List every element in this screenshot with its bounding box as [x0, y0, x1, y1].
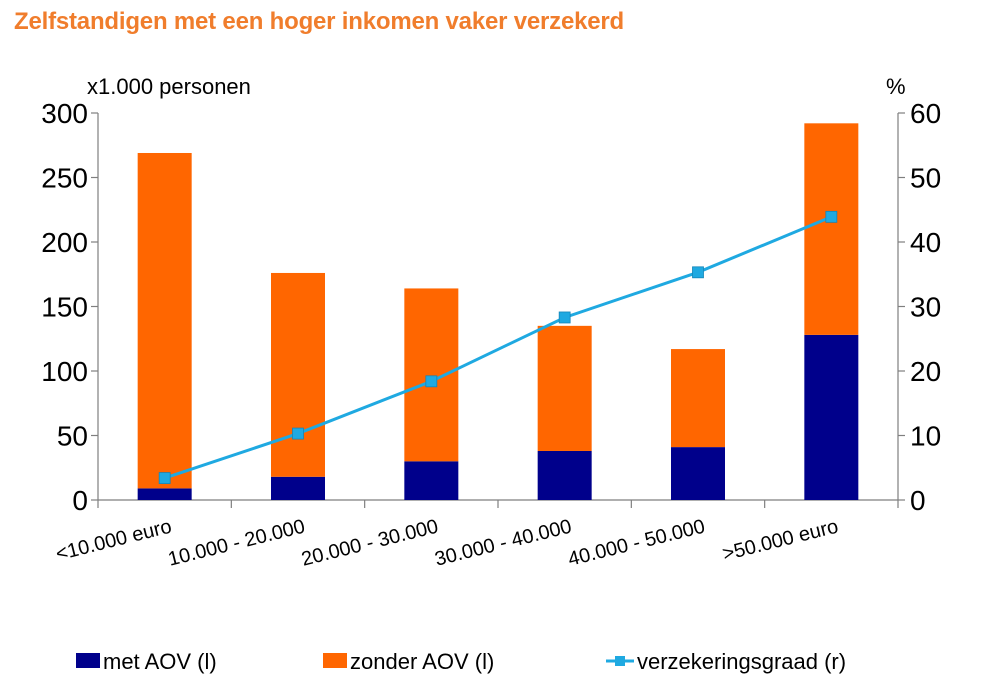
x-tick-label: 10.000 - 20.000	[166, 516, 307, 571]
left-tick-label: 150	[41, 292, 88, 323]
bar-segment	[537, 450, 592, 500]
right-tick-label: 0	[910, 485, 926, 516]
legend-marker	[615, 656, 625, 666]
line-point	[158, 472, 171, 484]
bar-segment	[671, 349, 725, 448]
left-tick-label: 200	[41, 227, 88, 258]
bar-segment	[404, 288, 459, 462]
legend-swatch	[323, 653, 347, 668]
x-tick-label: 20.000 - 30.000	[299, 516, 440, 571]
legend: met AOV (l) zonder AOV (l) verzekeringsgra…	[76, 649, 846, 674]
legend-label: verzekeringsgraad (r)	[637, 649, 846, 674]
right-tick-label: 40	[910, 227, 941, 258]
line-point	[825, 210, 838, 223]
plot-area: 0 50 100 150 200 250 300 0 10 20 30 40 50 60 <10.000 e…	[41, 98, 941, 571]
right-tick-label: 50	[910, 163, 941, 194]
left-tick-label: 50	[57, 421, 88, 452]
legend-label: met AOV (l)	[103, 649, 217, 674]
left-tick-label: 250	[41, 163, 88, 194]
bar-segment	[537, 325, 592, 451]
bar-segment	[271, 476, 325, 500]
bar-segment	[137, 488, 192, 500]
left-tick-label: 0	[72, 485, 88, 516]
bar-segment	[671, 447, 725, 500]
line-point	[292, 427, 304, 440]
x-tick-label: 30.000 - 40.000	[433, 516, 574, 571]
line-point	[558, 311, 571, 324]
x-tick-label: >50.000 euro	[720, 516, 840, 566]
left-tick-label: 300	[41, 98, 88, 129]
bar-segment	[804, 123, 859, 335]
bar-segment	[804, 334, 859, 500]
right-tick-label: 30	[910, 292, 941, 323]
legend-swatch	[76, 653, 100, 668]
bar-segment	[137, 152, 192, 489]
line-point	[692, 266, 704, 279]
right-tick-label: 20	[910, 356, 941, 387]
line-point	[425, 375, 438, 388]
x-tick-label: <10.000 euro	[54, 516, 174, 566]
right-tick-label: 60	[910, 98, 941, 129]
legend-label: zonder AOV (l)	[350, 649, 494, 674]
x-tick-label: 40.000 - 50.000	[566, 516, 707, 571]
chart-title: Zelfstandigen met een hoger inkomen vake…	[14, 8, 625, 35]
bar-segment	[271, 272, 325, 477]
bar-segment	[404, 461, 459, 500]
left-axis-unit: x1.000 personen	[87, 74, 251, 99]
right-tick-label: 10	[910, 421, 941, 452]
right-axis-unit: %	[886, 74, 906, 99]
left-tick-label: 100	[41, 356, 88, 387]
series-line	[164, 215, 832, 480]
